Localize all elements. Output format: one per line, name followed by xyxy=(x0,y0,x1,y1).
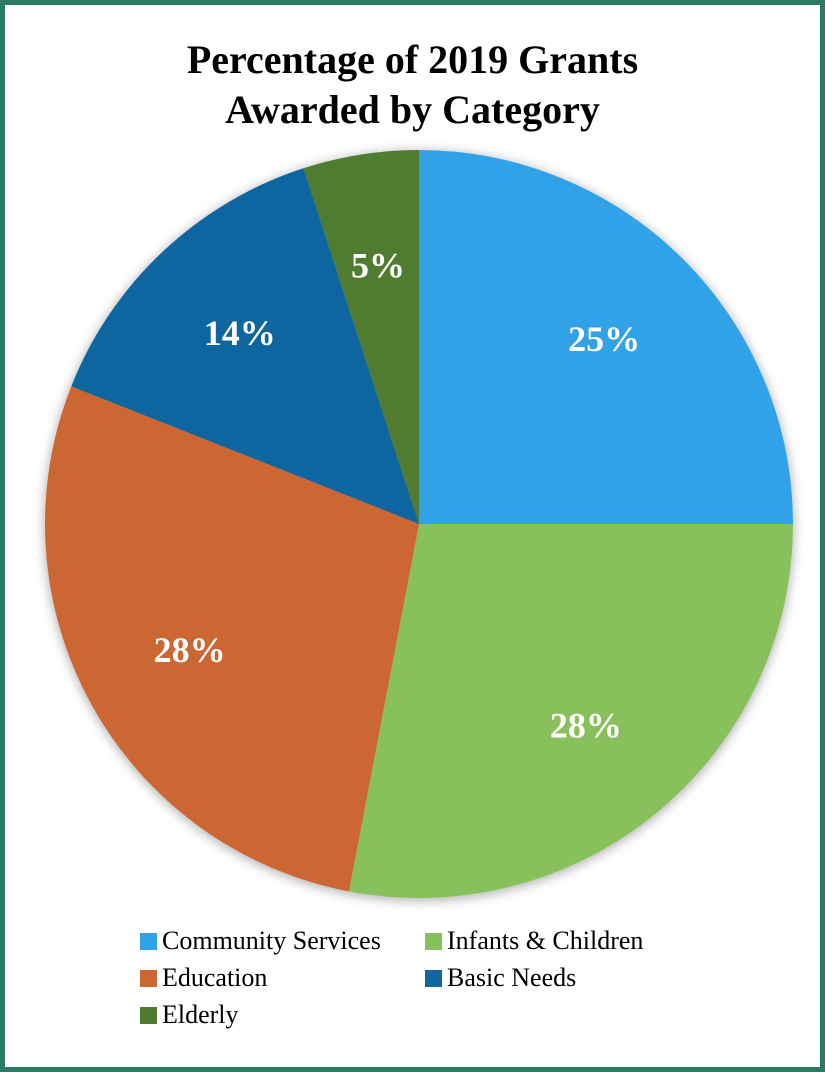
legend-item: Education xyxy=(140,963,267,993)
pie-slice-infants-children xyxy=(348,524,793,898)
data-label-basic-needs: 14% xyxy=(204,313,276,353)
chart-title: Percentage of 2019 Grants Awarded by Cat… xyxy=(5,35,820,135)
data-label-elderly: 5% xyxy=(351,245,405,285)
legend-item: Elderly xyxy=(140,1000,239,1030)
legend-swatch xyxy=(140,969,157,987)
legend-label: Education xyxy=(162,963,268,992)
legend-item: Community Services xyxy=(140,926,381,956)
pie-slice-basic-needs xyxy=(71,168,419,524)
legend-label: Basic Needs xyxy=(447,963,577,992)
legend-label: Infants & Children xyxy=(447,926,644,955)
legend-item: Basic Needs xyxy=(425,963,576,993)
pie-slice-community-services xyxy=(419,150,793,524)
data-label-infants-children: 28% xyxy=(550,706,622,746)
pie-slice-education xyxy=(44,386,420,892)
data-label-community-services: 25% xyxy=(568,319,640,359)
legend-label: Community Services xyxy=(162,926,381,955)
data-label-education: 28% xyxy=(154,630,226,670)
chart-title-line-2: Awarded by Category xyxy=(225,87,600,132)
legend-swatch xyxy=(425,969,442,987)
chart-title-line-1: Percentage of 2019 Grants xyxy=(186,37,639,82)
legend-swatch xyxy=(140,932,157,950)
legend-item: Infants & Children xyxy=(425,926,643,956)
pie-slice-elderly xyxy=(303,150,419,524)
legend-swatch xyxy=(140,1006,157,1024)
legend-label: Elderly xyxy=(162,1000,239,1029)
legend-swatch xyxy=(425,932,442,950)
